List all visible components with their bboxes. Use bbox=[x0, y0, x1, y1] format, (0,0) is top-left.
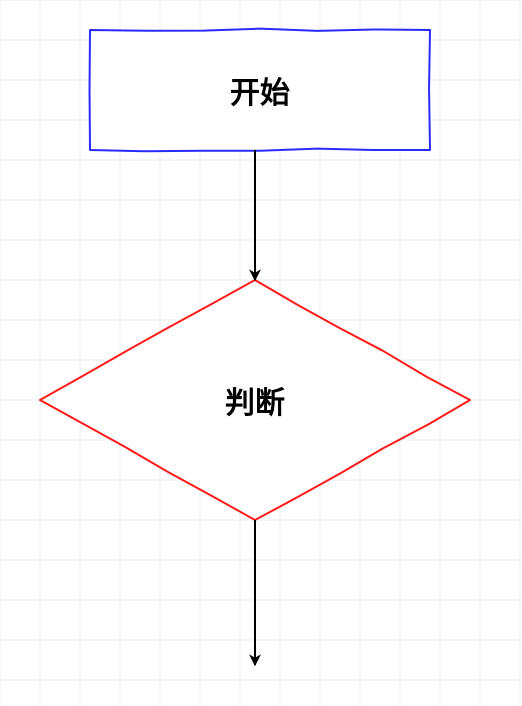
start-label: 开始 bbox=[230, 68, 290, 112]
flowchart-canvas: 开始判断 bbox=[0, 0, 522, 706]
decision-label: 判断 bbox=[225, 378, 285, 422]
